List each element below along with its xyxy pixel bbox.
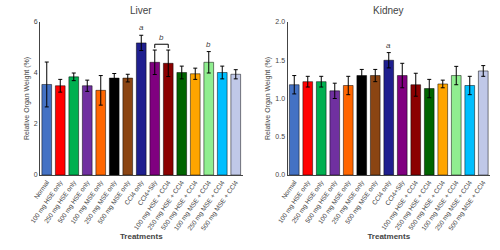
svg-text:Treatments: Treatments <box>367 232 410 241</box>
svg-text:Normal: Normal <box>280 179 298 201</box>
svg-text:500 mg HSE + CCl4: 500 mg HSE + CCl4 <box>159 179 199 232</box>
svg-text:4: 4 <box>34 69 38 76</box>
svg-text:500 mg HSE only: 500 mg HSE only <box>56 178 92 225</box>
svg-text:CCl4 only: CCl4 only <box>123 178 146 206</box>
svg-text:250 mg HSE only: 250 mg HSE only <box>290 178 326 225</box>
svg-text:250 mg MSE only: 250 mg MSE only <box>330 178 366 225</box>
svg-text:6: 6 <box>34 18 38 25</box>
svg-text:500 mg MSE + CCl4: 500 mg MSE + CCl4 <box>199 179 240 233</box>
svg-text:100 mg MSE only: 100 mg MSE only <box>69 178 105 225</box>
svg-text:1.5: 1.5 <box>275 57 285 64</box>
svg-text:250 mg HSE only: 250 mg HSE only <box>42 178 78 225</box>
svg-text:CCl4+Sily: CCl4+Sily <box>136 178 159 207</box>
svg-text:500 mg MSE only: 500 mg MSE only <box>344 178 380 225</box>
svg-text:2: 2 <box>34 120 38 127</box>
svg-text:100 mg MSE + CCl4: 100 mg MSE + CCl4 <box>420 179 461 233</box>
svg-text:Liver: Liver <box>130 5 152 16</box>
svg-text:500 mg MSE only: 500 mg MSE only <box>96 178 132 225</box>
svg-text:100 mg MSE only: 100 mg MSE only <box>317 178 353 225</box>
svg-text:0.0: 0.0 <box>275 171 285 178</box>
svg-text:250 mg HSE + CCl4: 250 mg HSE + CCl4 <box>146 179 186 232</box>
svg-text:500 mg HSE + CCl4: 500 mg HSE + CCl4 <box>407 179 447 232</box>
svg-text:Treatments: Treatments <box>120 232 163 241</box>
svg-text:250 mg MSE only: 250 mg MSE only <box>83 178 119 225</box>
svg-text:100 mg HSE only: 100 mg HSE only <box>276 178 312 225</box>
svg-text:Kidney: Kidney <box>373 5 404 16</box>
svg-text:0: 0 <box>34 171 38 178</box>
svg-text:2.0: 2.0 <box>275 18 285 25</box>
svg-text:0.5: 0.5 <box>275 133 285 140</box>
svg-text:100 mg HSE + CCl4: 100 mg HSE + CCl4 <box>132 179 172 232</box>
svg-text:CCl4+Sily: CCl4+Sily <box>384 178 407 207</box>
svg-text:500 mg MSE + CCl4: 500 mg MSE + CCl4 <box>447 179 488 233</box>
svg-text:250 mg MSE + CCl4: 250 mg MSE + CCl4 <box>186 179 227 233</box>
svg-text:Normal: Normal <box>32 179 50 201</box>
svg-text:b: b <box>206 40 211 49</box>
svg-text:Relative Organ Weight (%): Relative Organ Weight (%) <box>23 57 31 140</box>
svg-text:a: a <box>139 23 144 32</box>
svg-text:CCl4 only: CCl4 only <box>370 178 393 206</box>
svg-text:100 mg MSE + CCl4: 100 mg MSE + CCl4 <box>172 179 213 233</box>
svg-text:500 mg HSE only: 500 mg HSE only <box>303 178 339 225</box>
svg-text:Relative Organ Weight (%): Relative Organ Weight (%) <box>264 57 272 140</box>
svg-text:1.0: 1.0 <box>275 95 285 102</box>
svg-text:250 mg MSE + CCl4: 250 mg MSE + CCl4 <box>433 179 474 233</box>
svg-text:a: a <box>386 41 391 50</box>
svg-text:b: b <box>159 33 164 42</box>
svg-text:100 mg HSE + CCl4: 100 mg HSE + CCl4 <box>380 179 420 232</box>
svg-text:250 mg HSE + CCl4: 250 mg HSE + CCl4 <box>393 179 433 232</box>
svg-text:100 mg HSE only: 100 mg HSE only <box>29 178 65 225</box>
